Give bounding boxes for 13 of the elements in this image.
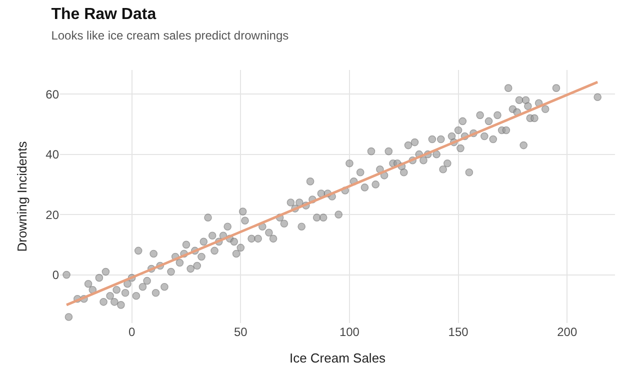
x-tick-label: 100 (339, 325, 360, 339)
chart-subtitle: Looks like ice cream sales predict drownings (51, 28, 289, 43)
y-tick-label: 40 (46, 148, 60, 162)
x-tick-label: 200 (557, 325, 578, 339)
chart-title: The Raw Data (51, 6, 156, 23)
x-tick-label: 150 (448, 325, 469, 339)
x-axis-title: Ice Cream Sales (289, 350, 386, 366)
y-tick-label: 60 (46, 87, 60, 102)
y-axis-title: Drowning Incidents (14, 140, 30, 252)
x-tick-label: 50 (234, 325, 248, 339)
y-tick-label: 20 (46, 208, 60, 222)
x-tick-label: 0 (128, 325, 136, 339)
y-tick-label: 0 (52, 268, 60, 282)
